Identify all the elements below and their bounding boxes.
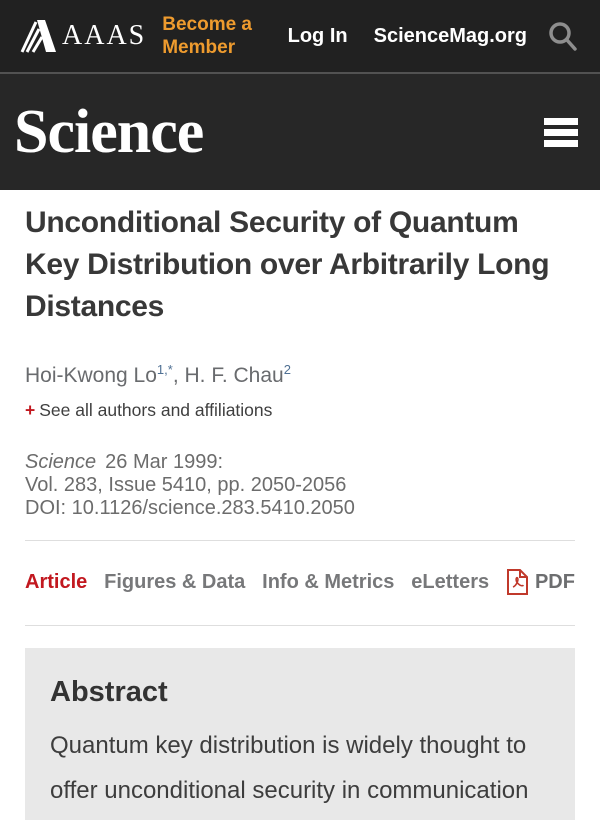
plus-icon: + — [25, 400, 36, 420]
become-member-link[interactable]: Become a Member — [162, 14, 253, 58]
citation-line-issue: Vol. 283, Issue 5410, pp. 2050-2056 — [25, 474, 347, 496]
pdf-label: PDF — [534, 570, 575, 593]
sciencemag-link[interactable]: ScienceMag.org — [373, 24, 527, 47]
publish-date: 26 Mar 1999: — [105, 451, 224, 473]
author-affiliation-sup[interactable]: 2 — [283, 362, 291, 377]
abstract-section: Abstract Quantum key distribution is wid… — [25, 648, 575, 820]
tab-figures-data[interactable]: Figures & Data — [104, 570, 246, 593]
aaas-triangle-icon — [20, 18, 62, 54]
top-utility-bar: AAAS Become a Member Log In ScienceMag.o… — [0, 0, 600, 72]
author-separator: , — [172, 364, 185, 387]
see-all-authors-link[interactable]: + See all authors and affiliations — [25, 400, 575, 421]
author-list: Hoi-Kwong Lo1,*, H. F. Chau2 — [25, 362, 575, 388]
article-page: Unconditional Security of Quantum Key Di… — [0, 190, 600, 820]
article-title: Unconditional Security of Quantum Key Di… — [25, 206, 550, 323]
tab-eletters[interactable]: eLetters — [411, 570, 490, 593]
author-affiliation-sup[interactable]: 1,* — [156, 362, 173, 377]
citation-line-date: Science 26 Mar 1999: — [25, 451, 575, 474]
citation-line-doi: DOI: 10.1126/science.283.5410.2050 — [25, 497, 355, 519]
divider-top — [25, 540, 575, 541]
menu-icon[interactable] — [544, 110, 578, 155]
abstract-text: Quantum key distribution is widely thoug… — [50, 732, 529, 804]
science-logo[interactable]: Science — [14, 97, 204, 166]
topbar-right-group: Log In ScienceMag.org — [288, 20, 577, 52]
search-icon[interactable] — [547, 20, 577, 52]
aaas-logo[interactable]: AAAS — [20, 18, 146, 54]
citation-block: Science 26 Mar 1999: Vol. 283, Issue 5410… — [25, 451, 575, 520]
author-name[interactable]: Hoi-Kwong Lo — [25, 364, 157, 387]
pdf-icon — [506, 568, 535, 596]
tab-info-metrics[interactable]: Info & Metrics — [262, 570, 395, 593]
journal-name: Science — [25, 451, 97, 473]
login-link[interactable]: Log In — [287, 24, 348, 47]
see-all-authors-label: See all authors and affiliations — [39, 400, 273, 420]
author-name[interactable]: H. F. Chau — [184, 364, 284, 387]
divider-bottom — [25, 625, 575, 626]
aaas-logo-text: AAAS — [62, 20, 147, 51]
abstract-heading: Abstract — [50, 676, 168, 708]
tab-article[interactable]: Article — [25, 570, 88, 593]
science-masthead: Science — [0, 72, 600, 190]
article-tab-bar: Article Figures & Data Info & Metrics eL… — [25, 541, 575, 625]
pdf-download-link[interactable]: PDF — [506, 568, 575, 596]
